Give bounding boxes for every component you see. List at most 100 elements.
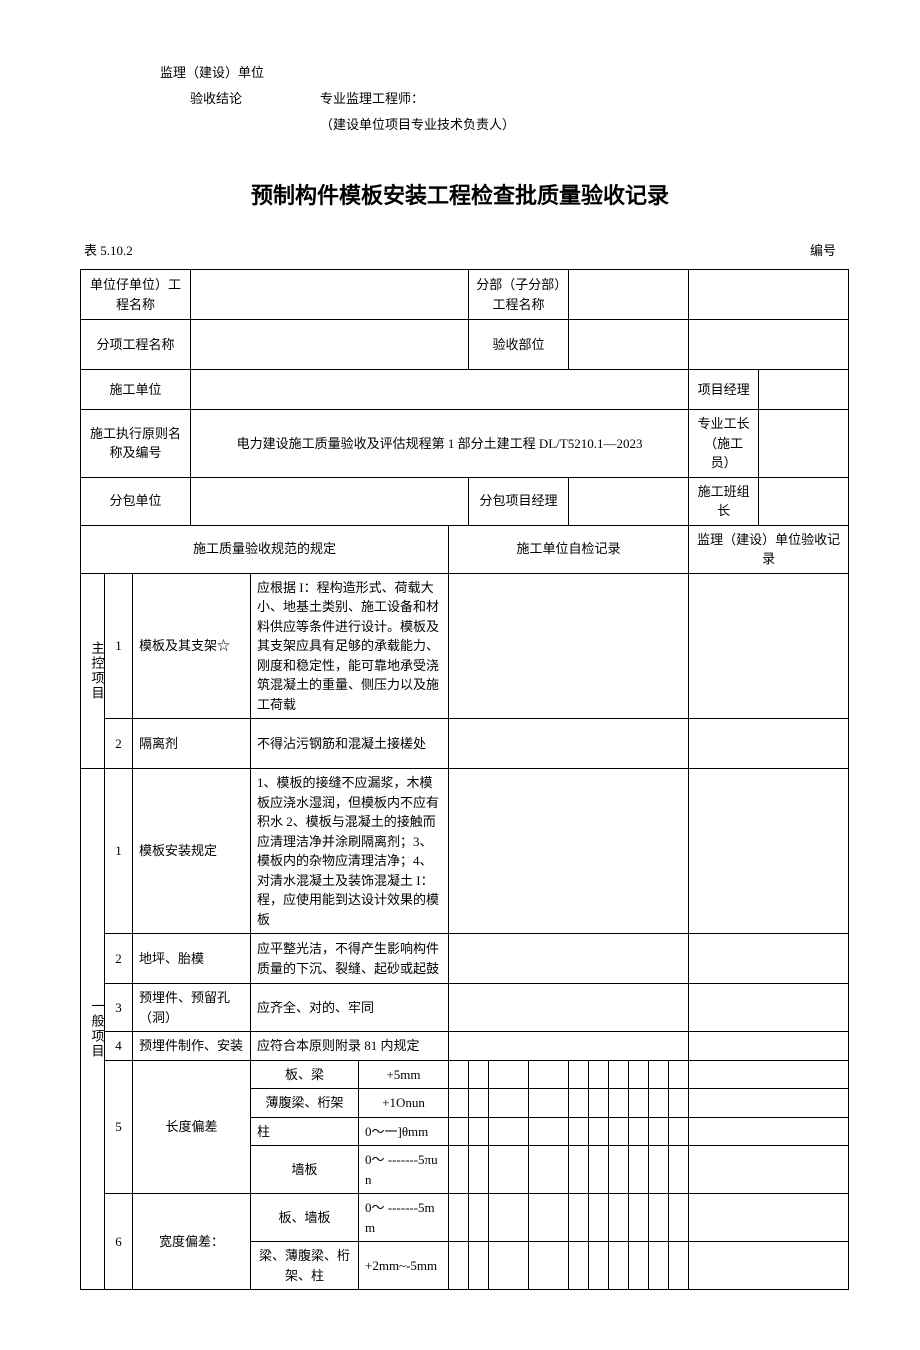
- c5: [569, 1242, 589, 1290]
- label-self-check: 施工单位自检记录: [449, 525, 689, 573]
- c3: [489, 1089, 529, 1118]
- main-1-sup: [689, 573, 849, 719]
- label-sub-pm: 分包项目经理: [469, 477, 569, 525]
- c7: [609, 1060, 629, 1089]
- c5: [569, 1117, 589, 1146]
- header-notes: 监理（建设）单位 验收结论 专业监理工程师： （建设单位项目专业技术负责人）: [160, 60, 840, 138]
- page-title: 预制构件模板安装工程检查批质量验收记录: [80, 178, 840, 210]
- gen-1-self: [449, 769, 689, 934]
- gen-1-req: 1、模板的接缝不应漏浆，木模板应浇水湿润，但模板内不应有积水 2、模板与混凝土的…: [251, 769, 449, 934]
- cell-pro-foreman: [759, 410, 849, 478]
- c4: [529, 1060, 569, 1089]
- c1: [449, 1242, 469, 1290]
- c6: [589, 1194, 609, 1242]
- gen-6a-item: 板、墙板: [251, 1194, 359, 1242]
- cell-accept-part: [569, 320, 689, 370]
- gen-4-self: [449, 1032, 689, 1061]
- gen-6-no: 6: [105, 1194, 133, 1290]
- gen-5c-item: 柱: [251, 1117, 359, 1146]
- label-general-item: 一般项目: [81, 769, 105, 1290]
- gen-4-req: 应符合本原则附录 81 内规定: [251, 1032, 449, 1061]
- header-line-2: 验收结论 专业监理工程师：: [190, 86, 840, 112]
- header-line-2a: 验收结论: [190, 86, 320, 112]
- c3: [489, 1146, 529, 1194]
- gen-5d-sup: [689, 1146, 849, 1194]
- c10: [669, 1242, 689, 1290]
- c7: [609, 1194, 629, 1242]
- c2: [469, 1117, 489, 1146]
- c7: [609, 1089, 629, 1118]
- main-1-no: 1: [105, 573, 133, 719]
- label-supervise: 监理（建设）单位验收记录: [689, 525, 849, 573]
- c6: [589, 1242, 609, 1290]
- c6: [589, 1060, 609, 1089]
- meta-row: 表 5.10.2 编号: [80, 240, 840, 259]
- main-table: 单位仔单位）工程名称 分部（子分部）工程名称 分项工程名称 验收部位 施工单位 …: [80, 269, 849, 1290]
- gen-5a-item: 板、梁: [251, 1060, 359, 1089]
- cell-unit-project: [191, 270, 469, 320]
- gen-4-sup: [689, 1032, 849, 1061]
- c8: [629, 1242, 649, 1290]
- gen-1-name: 模板安装规定: [133, 769, 251, 934]
- label-quality-spec: 施工质量验收规范的规定: [81, 525, 449, 573]
- cell-construction-unit: [191, 370, 689, 410]
- c8: [629, 1194, 649, 1242]
- gen-5d-val: 0～ -------5πun: [359, 1146, 449, 1194]
- c5: [569, 1060, 589, 1089]
- c5: [569, 1146, 589, 1194]
- gen-6a-sup: [689, 1194, 849, 1242]
- main-1-self: [449, 573, 689, 719]
- gen-3-name: 预埋件、预留孔（洞）: [133, 984, 251, 1032]
- c1: [449, 1194, 469, 1242]
- label-sub-unit: 分包单位: [81, 477, 191, 525]
- c6: [589, 1117, 609, 1146]
- gen-4-name: 预埋件制作、安装: [133, 1032, 251, 1061]
- c6: [589, 1146, 609, 1194]
- c9: [649, 1089, 669, 1118]
- c3: [489, 1117, 529, 1146]
- gen-5c-val: 0〜一]θmm: [359, 1117, 449, 1146]
- c1: [449, 1146, 469, 1194]
- c9: [649, 1194, 669, 1242]
- c9: [649, 1242, 669, 1290]
- c9: [649, 1146, 669, 1194]
- gen-5b-item: 薄腹梁、桁架: [251, 1089, 359, 1118]
- c7: [609, 1117, 629, 1146]
- c4: [529, 1146, 569, 1194]
- c2: [469, 1194, 489, 1242]
- gen-5b-sup: [689, 1089, 849, 1118]
- cell-sub-unit: [191, 477, 469, 525]
- gen-1-no: 1: [105, 769, 133, 934]
- c8: [629, 1146, 649, 1194]
- main-2-sup: [689, 719, 849, 769]
- header-line-2b: 专业监理工程师：: [320, 86, 424, 112]
- gen-6b-val: +2mm~-5mm: [359, 1242, 449, 1290]
- c10: [669, 1194, 689, 1242]
- gen-6-name: 宽度偏差：: [133, 1194, 251, 1290]
- gen-6b-sup: [689, 1242, 849, 1290]
- gen-5-no: 5: [105, 1060, 133, 1194]
- gen-1-sup: [689, 769, 849, 934]
- c8: [629, 1089, 649, 1118]
- c10: [669, 1060, 689, 1089]
- label-construction-unit: 施工单位: [81, 370, 191, 410]
- c3: [489, 1060, 529, 1089]
- main-2-self: [449, 719, 689, 769]
- label-item-project: 分项工程名称: [81, 320, 191, 370]
- c9: [649, 1060, 669, 1089]
- c10: [669, 1117, 689, 1146]
- c9: [649, 1117, 669, 1146]
- label-team-leader: 施工班组长: [689, 477, 759, 525]
- main-1-name: 模板及其支架☆: [133, 573, 251, 719]
- c2: [469, 1146, 489, 1194]
- main-2-req: 不得沾污钢筋和混凝土接槎处: [251, 719, 449, 769]
- gen-2-name: 地坪、胎模: [133, 934, 251, 984]
- gen-6b-item: 梁、薄腹梁、桁架、柱: [251, 1242, 359, 1290]
- gen-5-name: 长度偏差: [133, 1060, 251, 1194]
- c4: [529, 1194, 569, 1242]
- c7: [609, 1146, 629, 1194]
- gen-2-req: 应平整光洁，不得产生影响构件质量的下沉、裂缝、起砂或起鼓: [251, 934, 449, 984]
- c1: [449, 1117, 469, 1146]
- c8: [629, 1117, 649, 1146]
- c5: [569, 1194, 589, 1242]
